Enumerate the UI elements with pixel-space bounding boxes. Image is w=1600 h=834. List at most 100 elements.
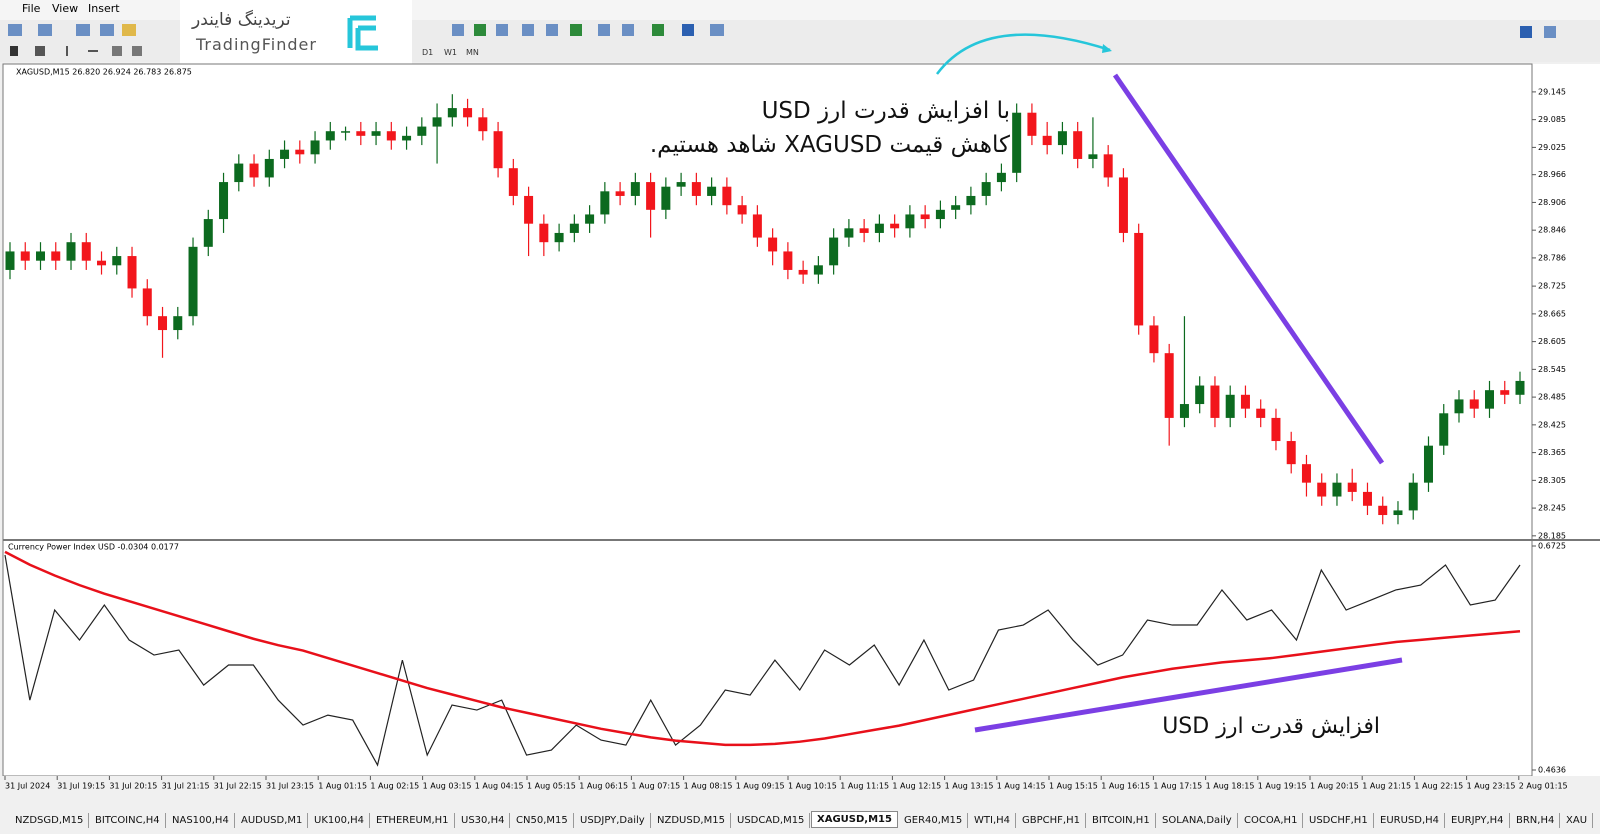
candle-body xyxy=(5,251,15,270)
candle-body xyxy=(661,186,671,210)
symbol-tab[interactable]: NAS100,H4 xyxy=(167,813,235,828)
candle-body xyxy=(905,214,915,229)
candle-body xyxy=(173,316,183,331)
candle-body xyxy=(768,237,778,252)
candle-body xyxy=(1515,380,1525,395)
candle-body xyxy=(798,269,808,275)
x-tick-label: 1 Aug 05:15 xyxy=(527,782,576,791)
x-tick-label: 31 Jul 2024 xyxy=(5,782,50,791)
candle-body xyxy=(585,214,595,224)
y-tick-label: 0.4636 xyxy=(1538,766,1566,775)
candle-body xyxy=(630,182,640,196)
candle-body xyxy=(1332,482,1342,497)
x-tick-label: 31 Jul 19:15 xyxy=(57,782,105,791)
candle-body xyxy=(1057,131,1067,146)
candle-body xyxy=(356,131,366,136)
candle-body xyxy=(402,135,412,141)
symbol-tab[interactable]: USDCAD,M15 xyxy=(732,813,811,828)
y-tick-label: 28.725 xyxy=(1538,282,1566,291)
candle-body xyxy=(1469,399,1479,409)
candle-body xyxy=(508,168,518,196)
candle-body xyxy=(1088,154,1098,159)
candle-body xyxy=(112,256,122,266)
candle-body xyxy=(325,131,335,141)
symbol-tab[interactable]: BITCOINC,H4 xyxy=(90,813,166,828)
candle-body xyxy=(1256,408,1266,418)
symbol-tab[interactable]: EURJPY,H4 xyxy=(1446,813,1510,828)
symbol-tab[interactable]: NZDSGD,M15 xyxy=(10,813,90,828)
x-tick-label: 1 Aug 12:15 xyxy=(892,782,941,791)
y-tick-label: 0.6725 xyxy=(1538,542,1566,551)
logo-text: تریدینگ فایندر xyxy=(192,10,291,30)
symbol-tab[interactable]: XAU xyxy=(1561,813,1594,828)
candle-body xyxy=(463,108,473,118)
x-tick-label: 31 Jul 22:15 xyxy=(214,782,262,791)
logo-box xyxy=(180,0,412,66)
candle-body xyxy=(737,205,747,215)
symbol-tab[interactable]: US30,H4 xyxy=(456,813,511,828)
symbol-tab[interactable]: CN50,M15 xyxy=(511,813,574,828)
x-tick-label: 1 Aug 22:15 xyxy=(1414,782,1463,791)
candle-body xyxy=(752,214,762,238)
candle-body xyxy=(829,237,839,266)
candle-body xyxy=(722,186,732,206)
candle-body xyxy=(951,205,961,210)
y-tick-label: 28.665 xyxy=(1538,309,1566,318)
timeframe-button[interactable]: W1 xyxy=(444,48,457,57)
x-tick-label: 1 Aug 07:15 xyxy=(631,782,680,791)
symbol-tab[interactable]: ETHEREUM,H1 xyxy=(371,813,455,828)
chart-title: XAGUSD,M15 26.820 26.924 26.783 26.875 xyxy=(16,68,192,77)
menu-item[interactable]: File xyxy=(22,2,41,15)
symbol-tab[interactable]: WTI,H4 xyxy=(969,813,1017,828)
timeframe-button[interactable]: MN xyxy=(466,48,479,57)
symbol-tab[interactable]: SOLANA,Daily xyxy=(1157,813,1238,828)
candle-body xyxy=(569,223,579,233)
candle-body xyxy=(1027,112,1037,136)
candle-body xyxy=(859,228,869,233)
symbol-tab[interactable]: BITCOIN,H1 xyxy=(1087,813,1156,828)
symbol-tab[interactable]: GBPCHF,H1 xyxy=(1017,813,1086,828)
x-tick-label: 1 Aug 08:15 xyxy=(684,782,733,791)
symbol-tab[interactable]: COCOA,H1 xyxy=(1239,813,1304,828)
candle-body xyxy=(844,228,854,238)
candle-body xyxy=(1286,441,1296,465)
price-axis xyxy=(1532,64,1600,776)
x-tick-label: 2 Aug 01:15 xyxy=(1519,782,1568,791)
x-tick-label: 1 Aug 19:15 xyxy=(1258,782,1307,791)
symbol-tab[interactable]: UK100,H4 xyxy=(309,813,371,828)
candle-body xyxy=(127,256,137,289)
candle-body xyxy=(1301,464,1311,483)
candle-body xyxy=(66,242,76,261)
symbol-tab[interactable]: BRN,H4 xyxy=(1511,813,1561,828)
symbol-tab[interactable]: AUDUSD,M1 xyxy=(236,813,309,828)
x-tick-label: 1 Aug 10:15 xyxy=(788,782,837,791)
symbol-tab[interactable]: GER40,M15 xyxy=(899,813,969,828)
menu-item[interactable]: Insert xyxy=(88,2,120,15)
candle-body xyxy=(478,117,488,132)
chart-frame xyxy=(2,63,1533,777)
x-tick-label: 1 Aug 23:15 xyxy=(1467,782,1516,791)
candle-body xyxy=(36,251,46,261)
x-tick-label: 1 Aug 13:15 xyxy=(945,782,994,791)
candle-body xyxy=(1195,385,1205,405)
x-tick-label: 1 Aug 18:15 xyxy=(1206,782,1255,791)
candle-body xyxy=(1439,413,1449,446)
symbol-tab[interactable]: XAGUSD,M15 xyxy=(811,811,898,828)
candle-body xyxy=(234,163,244,183)
symbol-tab[interactable]: NZDUSD,M15 xyxy=(652,813,731,828)
y-tick-label: 29.145 xyxy=(1538,87,1566,96)
symbol-tab[interactable]: USDJPY,Daily xyxy=(575,813,651,828)
candle-body xyxy=(1134,232,1144,326)
candle-body xyxy=(920,214,930,220)
symbol-tab[interactable]: USDCHF,H1 xyxy=(1304,813,1374,828)
timeframe-button[interactable]: D1 xyxy=(422,48,434,57)
symbol-tab[interactable]: EURUSD,H4 xyxy=(1375,813,1446,828)
y-tick-label: 28.485 xyxy=(1538,393,1566,402)
candle-body xyxy=(142,288,152,317)
candle-body xyxy=(1423,445,1433,483)
candle-body xyxy=(264,158,274,178)
candle-body xyxy=(1408,482,1418,511)
menu-item[interactable]: View xyxy=(52,2,79,15)
candle-body xyxy=(890,223,900,229)
